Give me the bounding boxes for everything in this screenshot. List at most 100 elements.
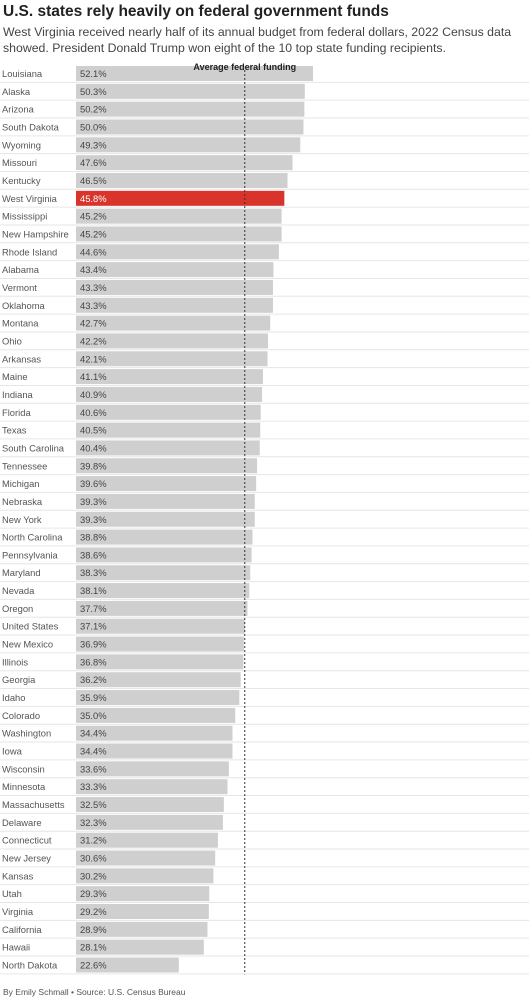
bar — [76, 422, 261, 438]
average-reference-label: Average federal funding — [193, 62, 296, 72]
bar — [76, 921, 208, 937]
bar — [76, 654, 244, 670]
bar — [76, 600, 248, 616]
state-label: Mississippi — [2, 211, 47, 222]
value-label: 43.3% — [80, 300, 107, 311]
state-label: New Mexico — [2, 639, 53, 650]
value-label: 38.8% — [80, 532, 107, 543]
bar — [76, 779, 228, 795]
value-label: 40.5% — [80, 425, 107, 436]
bar — [76, 797, 224, 813]
bar — [76, 565, 251, 581]
bar — [76, 172, 288, 188]
state-label: Washington — [2, 728, 51, 739]
state-label: Montana — [2, 318, 39, 329]
state-label: Wisconsin — [2, 763, 45, 774]
value-label: 35.9% — [80, 692, 107, 703]
bar — [76, 66, 313, 81]
state-label: North Carolina — [2, 532, 63, 543]
bar — [76, 297, 273, 313]
value-label: 45.2% — [80, 228, 107, 239]
state-label: Utah — [2, 888, 22, 899]
bar — [76, 868, 214, 884]
state-label: West Virginia — [2, 193, 58, 204]
value-label: 42.1% — [80, 353, 107, 364]
bar — [76, 761, 229, 777]
state-label: Wyoming — [2, 139, 41, 150]
bar — [76, 904, 209, 920]
bar — [76, 369, 263, 385]
bar — [76, 351, 268, 367]
bar — [76, 547, 252, 563]
value-label: 34.4% — [80, 746, 107, 757]
state-label: Arkansas — [2, 353, 41, 364]
value-label: 33.6% — [80, 763, 107, 774]
state-label: New York — [2, 514, 42, 525]
bar — [76, 476, 257, 492]
value-label: 28.9% — [80, 924, 107, 935]
state-label: Idaho — [2, 692, 25, 703]
value-label: 29.2% — [80, 906, 107, 917]
value-label: 38.6% — [80, 549, 107, 560]
state-label: South Carolina — [2, 442, 65, 453]
bar — [76, 814, 223, 830]
state-label: Tennessee — [2, 460, 47, 471]
value-label: 42.7% — [80, 318, 107, 329]
state-label: Texas — [2, 425, 27, 436]
state-label: Illinois — [2, 656, 28, 667]
state-label: Iowa — [2, 746, 23, 757]
value-label: 37.1% — [80, 621, 107, 632]
bar — [76, 743, 233, 759]
value-label: 38.3% — [80, 567, 107, 578]
bar — [76, 493, 255, 509]
value-label: 32.5% — [80, 799, 107, 810]
state-label: Pennsylvania — [2, 549, 59, 560]
value-label: 49.3% — [80, 139, 107, 150]
bar — [76, 886, 210, 902]
state-label: New Hampshire — [2, 228, 69, 239]
bar — [76, 137, 301, 153]
state-label: United States — [2, 621, 59, 632]
bar — [76, 279, 273, 295]
value-label: 44.6% — [80, 246, 107, 257]
value-label: 42.2% — [80, 335, 107, 346]
bar — [76, 850, 216, 866]
value-label: 35.0% — [80, 710, 107, 721]
bar — [76, 832, 218, 848]
state-label: South Dakota — [2, 121, 60, 132]
bar — [76, 208, 282, 224]
bar — [76, 511, 255, 527]
state-label: Rhode Island — [2, 246, 57, 257]
value-label: 28.1% — [80, 942, 107, 953]
bar — [76, 529, 253, 545]
bar — [76, 707, 236, 723]
bar — [76, 636, 244, 652]
value-label: 40.4% — [80, 442, 107, 453]
state-label: Alaska — [2, 86, 31, 97]
state-label: Nebraska — [2, 496, 43, 507]
state-label: Maine — [2, 371, 28, 382]
bar-highlight — [76, 190, 285, 206]
value-label: 40.9% — [80, 389, 107, 400]
state-label: Georgia — [2, 674, 36, 685]
value-label: 36.9% — [80, 639, 107, 650]
state-label: Hawaii — [2, 942, 30, 953]
value-label: 37.7% — [80, 603, 107, 614]
state-label: Kentucky — [2, 175, 41, 186]
value-label: 50.2% — [80, 104, 107, 115]
value-label: 31.2% — [80, 835, 107, 846]
value-label: 30.6% — [80, 853, 107, 864]
state-label: Missouri — [2, 157, 37, 168]
bar — [76, 119, 304, 135]
value-label: 22.6% — [80, 960, 107, 971]
state-label: Minnesota — [2, 781, 46, 792]
state-label: Arizona — [2, 104, 35, 115]
state-label: Oregon — [2, 603, 33, 614]
state-label: Colorado — [2, 710, 40, 721]
value-label: 32.3% — [80, 817, 107, 828]
value-label: 36.8% — [80, 656, 107, 667]
value-label: 30.2% — [80, 870, 107, 881]
state-label: Indiana — [2, 389, 34, 400]
chart-subtitle: West Virginia received nearly half of it… — [3, 25, 512, 55]
